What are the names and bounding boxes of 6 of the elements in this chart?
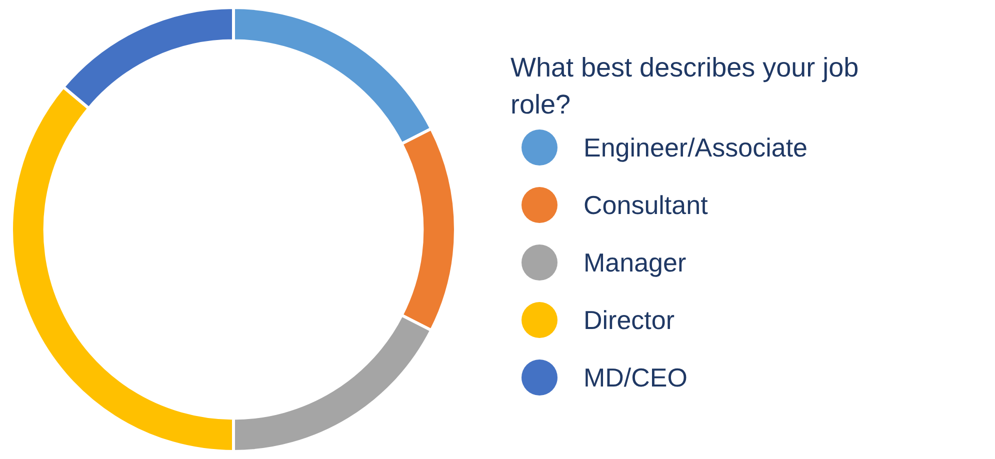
legend-label: Engineer/Associate (584, 132, 808, 162)
legend-label: Manager (584, 248, 686, 278)
legend-label: Consultant (584, 190, 709, 220)
legend-label: Director (584, 305, 675, 335)
legend-label: MD/CEO (584, 362, 688, 392)
text: What best describes your job role? (510, 52, 859, 120)
